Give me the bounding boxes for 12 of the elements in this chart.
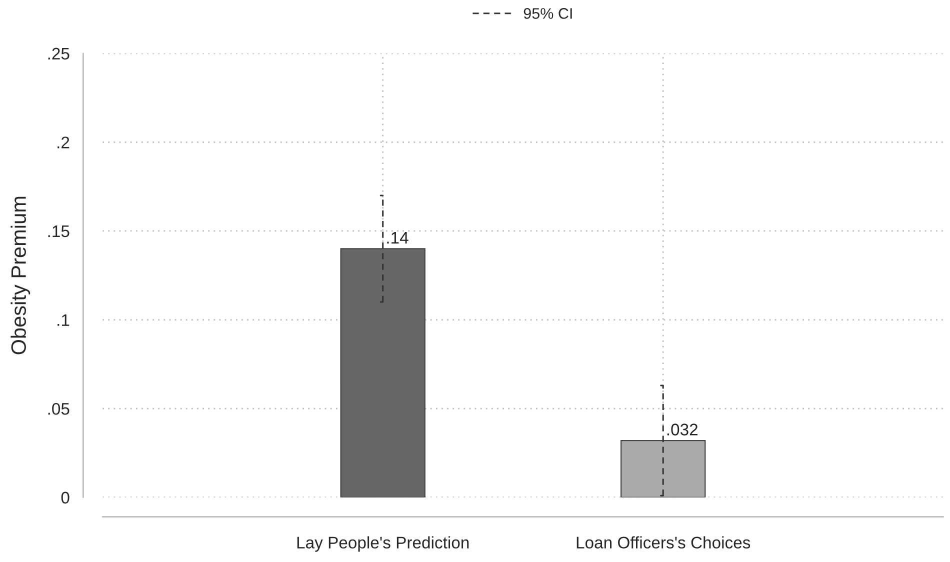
y-tick-label: .2 (58, 136, 70, 148)
y-axis-title: Obesity Premium (10, 196, 30, 354)
legend-title: 95% CI (524, 8, 572, 19)
y-tick-label: .05 (48, 402, 70, 415)
x-tick-label: Loan Officers's Choices (576, 536, 750, 548)
y-tick-label: .1 (58, 314, 70, 326)
data-label: .032 (667, 424, 698, 436)
y-tick-label: 0 (61, 492, 70, 504)
data-label: .14 (387, 232, 408, 244)
y-tick-label: .25 (48, 48, 70, 60)
x-tick-label: Lay People's Prediction (297, 536, 469, 552)
y-tick-label: .15 (48, 226, 70, 238)
